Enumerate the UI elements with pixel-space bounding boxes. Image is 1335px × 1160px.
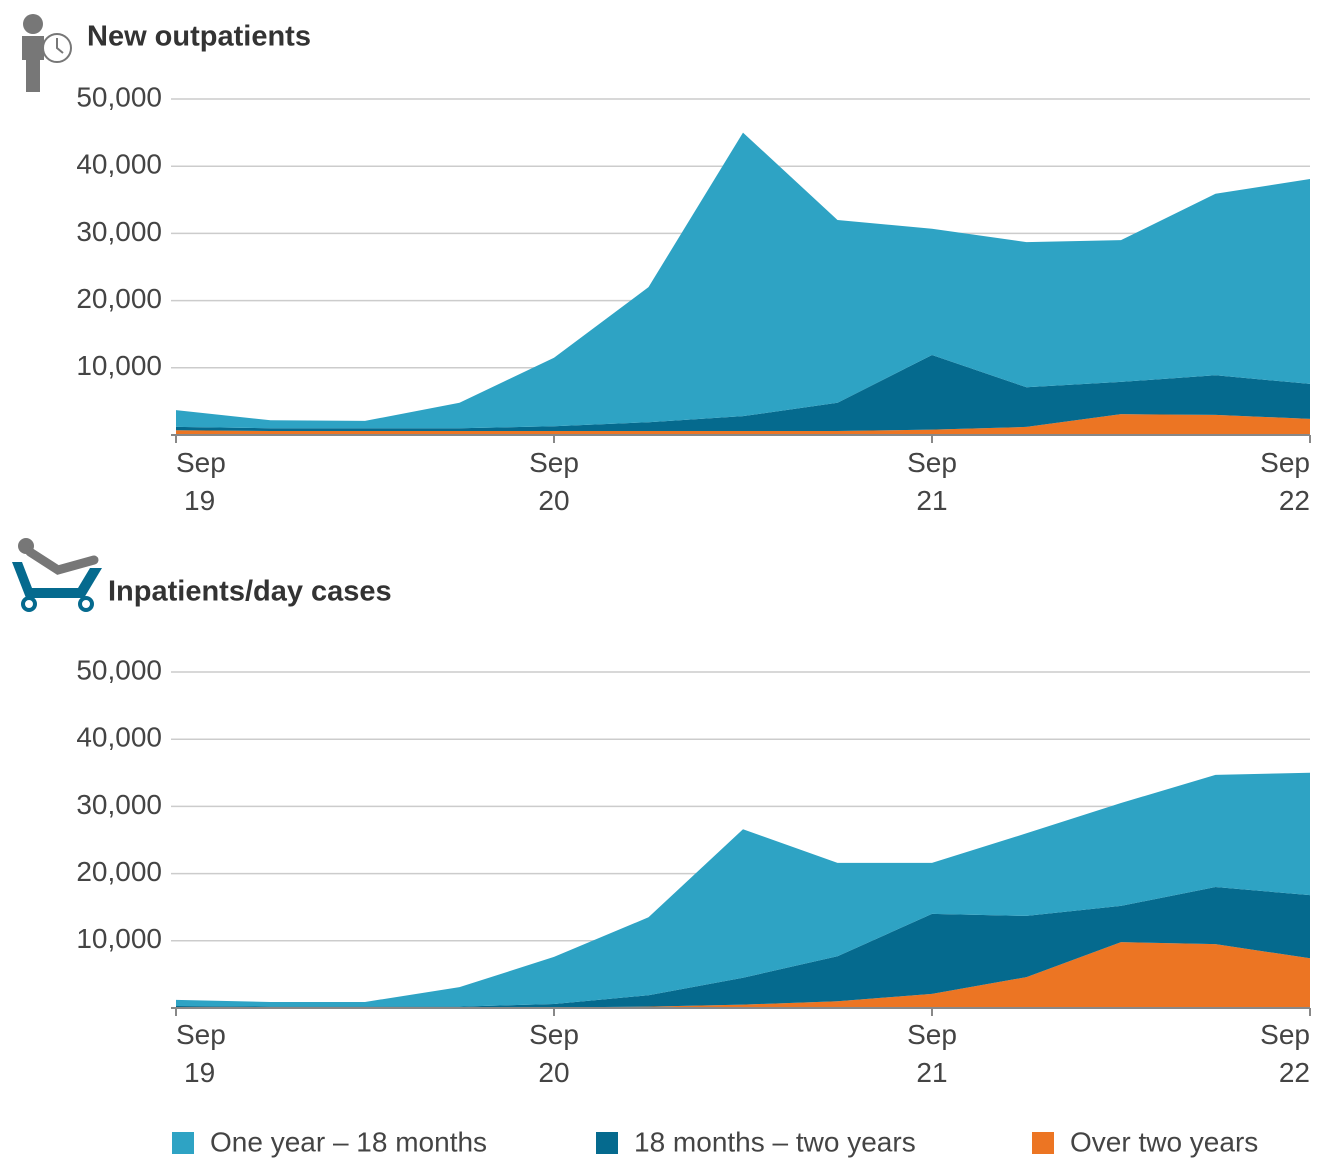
legend-swatch — [172, 1132, 194, 1154]
legend-label: 18 months – two years — [634, 1126, 916, 1157]
y-tick-label: 50,000 — [76, 654, 162, 685]
legend-swatch — [1032, 1132, 1054, 1154]
legend-swatch — [596, 1132, 618, 1154]
chart-title: New outpatients — [87, 21, 311, 53]
area — [176, 772, 1310, 1007]
outpatient-icon — [22, 14, 72, 92]
area — [176, 414, 1310, 435]
x-tick-label: Sep 22 — [1260, 1019, 1310, 1088]
y-tick-label: 30,000 — [76, 789, 162, 820]
legend-label: One year – 18 months — [210, 1126, 487, 1157]
x-tick-label: Sep 20 — [529, 1019, 579, 1088]
y-tick-label: 10,000 — [76, 923, 162, 954]
y-tick-label: 40,000 — [76, 149, 162, 180]
chart-title: Inpatients/day cases — [108, 576, 392, 608]
y-tick-label: 40,000 — [76, 722, 162, 753]
y-tick-label: 10,000 — [76, 350, 162, 381]
area — [176, 887, 1310, 1008]
y-tick-label: 20,000 — [76, 856, 162, 887]
x-tick-label: Sep 21 — [907, 447, 957, 516]
area — [176, 942, 1310, 1008]
x-tick-label: Sep 21 — [907, 1019, 957, 1088]
area — [176, 132, 1310, 429]
x-tick-label: Sep 19 — [176, 447, 226, 516]
y-tick-label: 30,000 — [76, 216, 162, 247]
y-tick-label: 50,000 — [76, 81, 162, 112]
x-tick-label: Sep 19 — [176, 1019, 226, 1088]
legend-label: Over two years — [1070, 1126, 1258, 1157]
x-tick-label: Sep 22 — [1260, 447, 1310, 516]
area — [176, 355, 1310, 431]
inpatient-icon — [12, 538, 102, 612]
y-tick-label: 20,000 — [76, 283, 162, 314]
x-tick-label: Sep 20 — [529, 447, 579, 516]
